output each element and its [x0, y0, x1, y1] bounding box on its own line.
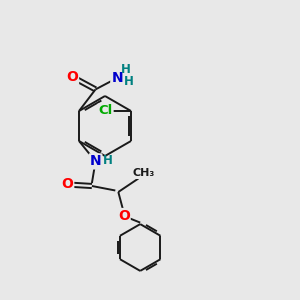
- Text: Cl: Cl: [98, 104, 112, 118]
- Text: H: H: [103, 154, 112, 167]
- Text: N: N: [111, 71, 123, 85]
- Text: N: N: [90, 154, 101, 168]
- Text: H: H: [121, 62, 131, 76]
- Text: H: H: [124, 75, 134, 88]
- Text: O: O: [118, 209, 130, 223]
- Text: O: O: [61, 178, 73, 191]
- Text: O: O: [66, 70, 78, 84]
- Text: CH₃: CH₃: [132, 168, 154, 178]
